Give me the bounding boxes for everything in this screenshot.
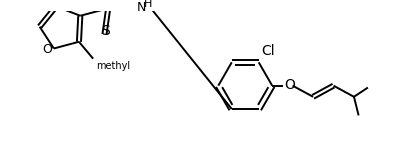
Text: Cl: Cl bbox=[262, 44, 275, 58]
Text: N: N bbox=[137, 1, 146, 14]
Text: H: H bbox=[143, 0, 152, 9]
Text: O: O bbox=[284, 78, 295, 92]
Text: methyl: methyl bbox=[96, 61, 130, 72]
Text: S: S bbox=[101, 24, 110, 38]
Text: O: O bbox=[42, 43, 52, 56]
